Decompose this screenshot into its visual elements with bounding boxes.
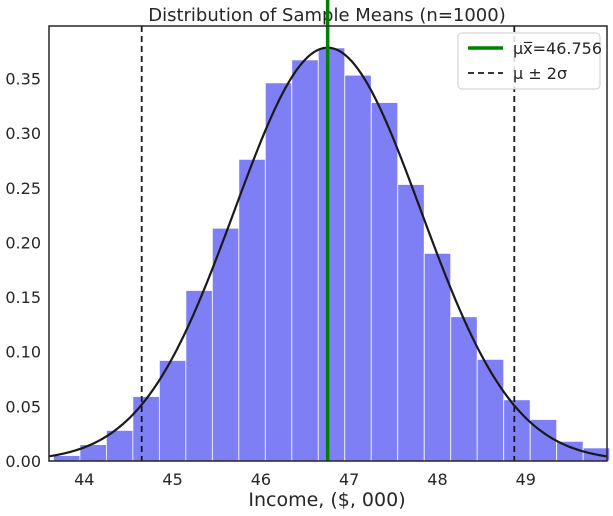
- legend: μx̅=46.756 μ ± 2σ: [457, 32, 602, 90]
- y-axis-ticks: 0.00 0.05 0.10 0.15 0.20 0.25 0.30 0.35: [5, 69, 41, 471]
- histogram-bar: [291, 59, 319, 462]
- histogram-bar: [370, 102, 399, 462]
- axes-frame: [48, 25, 608, 462]
- y-tick-label: 0.20: [5, 233, 41, 252]
- x-axis-ticks: 44 45 46 47 48 49: [74, 470, 536, 489]
- histogram-bar: [264, 82, 293, 462]
- y-tick-label: 0.00: [5, 452, 41, 471]
- x-tick-label: 49: [516, 470, 536, 489]
- histogram-bar: [132, 396, 160, 462]
- histogram-bar: [211, 227, 240, 462]
- histogram-bar: [185, 290, 213, 462]
- histogram-bar: [344, 74, 372, 462]
- x-axis-label: Income, ($, 000): [248, 489, 405, 511]
- histogram-bar: [53, 455, 81, 462]
- y-tick-label: 0.35: [5, 69, 41, 88]
- plot-area: [48, 0, 611, 462]
- y-tick-label: 0.15: [5, 288, 41, 307]
- legend-label: μx̅=46.756: [513, 39, 602, 58]
- histogram-bar: [423, 252, 452, 462]
- histogram-bar: [317, 47, 346, 462]
- y-tick-label: 0.05: [5, 397, 41, 416]
- x-tick-label: 44: [74, 470, 94, 489]
- histogram-bar: [450, 316, 478, 462]
- histogram-bar: [238, 158, 266, 462]
- histogram-bar: [476, 358, 505, 462]
- x-tick-label: 45: [162, 470, 182, 489]
- x-tick-label: 47: [339, 470, 359, 489]
- legend-label: μ ± 2σ: [513, 64, 567, 83]
- histogram-bar: [397, 184, 425, 462]
- x-tick-label: 48: [427, 470, 447, 489]
- y-tick-label: 0.10: [5, 343, 41, 362]
- x-tick-label: 46: [251, 470, 271, 489]
- y-tick-label: 0.30: [5, 124, 41, 143]
- histogram-bar: [158, 360, 187, 462]
- y-tick-label: 0.25: [5, 179, 41, 198]
